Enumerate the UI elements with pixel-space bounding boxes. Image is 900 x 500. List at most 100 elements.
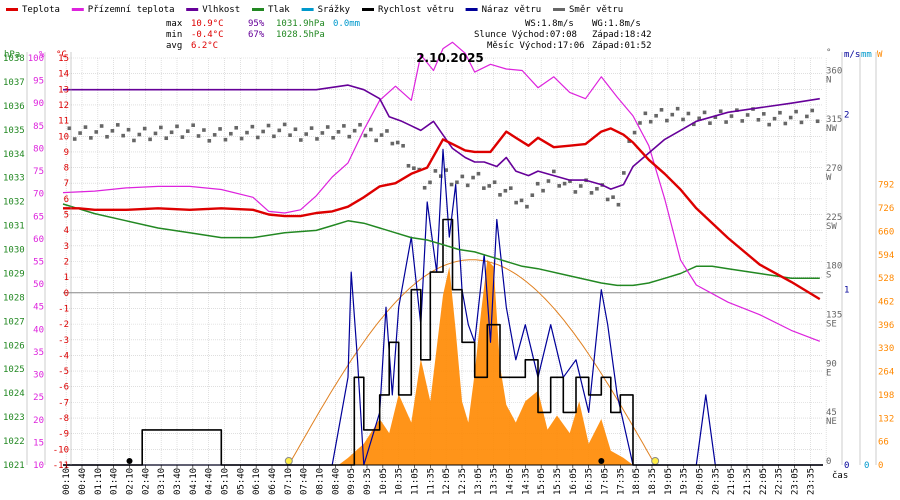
hpa-tick-label: 1022: [3, 437, 25, 447]
wind-direction-series: [67, 106, 820, 209]
temp-tick-label: -6: [58, 383, 69, 393]
x-tick-label: 00:40: [78, 468, 88, 495]
wind-direction-point: [223, 137, 228, 142]
x-tick-label: 12:35: [458, 468, 468, 495]
temp-tick-label: -2: [58, 320, 69, 330]
wind-direction-point: [702, 110, 707, 115]
wind-direction-point: [325, 125, 330, 129]
wind-direction-point: [342, 124, 346, 128]
wind-direction-point: [498, 193, 502, 197]
wind-direction-point: [121, 133, 125, 138]
temp-tick-label: -8: [58, 414, 69, 424]
dir-tick-label: 225: [826, 213, 842, 223]
dir-tick-compass: NE: [826, 417, 837, 427]
temp-tick-label: 11: [58, 117, 69, 127]
x-tick-label: 17:35: [616, 468, 626, 495]
stat-min-temp: -0.4°C: [191, 30, 224, 40]
x-tick-label: 20:05: [696, 468, 706, 495]
x-tick-label: 04:10: [189, 468, 199, 495]
axis-pct-label: %: [39, 50, 45, 60]
wind-direction-point: [605, 197, 610, 202]
temp-tick-label: 5: [64, 211, 69, 221]
legend-swatch: [186, 8, 199, 11]
stat-max-hum: 95%: [248, 19, 265, 29]
chart-title: 2.10.2025: [416, 51, 484, 65]
wind-direction-point: [148, 137, 152, 142]
wind-direction-point: [422, 185, 427, 190]
wind-direction-point: [627, 139, 631, 143]
wind-tick-label: 0: [844, 461, 849, 471]
sunset-marker: [651, 457, 660, 465]
wind-direction-point: [595, 186, 599, 191]
legend-swatch: [553, 8, 565, 11]
wind-direction-point: [67, 126, 72, 131]
wind-direction-point: [708, 121, 712, 125]
wind-direction-point: [336, 130, 341, 134]
hpa-tick-label: 1035: [3, 126, 25, 136]
wind-direction-point: [299, 138, 303, 142]
dir-tick-compass: SW: [826, 222, 837, 232]
wind-direction-point: [196, 134, 201, 138]
wind-direction-point: [89, 136, 93, 140]
wind-direction-point: [99, 124, 104, 128]
data-series: [62, 41, 823, 466]
legend-swatch: [465, 8, 478, 11]
pct-tick-label: 15: [33, 438, 44, 448]
wind-direction-point: [358, 122, 362, 127]
legend-item: Tlak: [268, 5, 290, 15]
temp-tick-label: 6: [64, 195, 69, 205]
wind-direction-point: [788, 115, 793, 120]
wind-direction-point: [562, 181, 567, 186]
rain-tick-label: 0: [864, 461, 869, 471]
solar-tick-label: 66: [878, 438, 889, 448]
temp-tick-label: 13: [58, 85, 69, 95]
x-tick-label: 23:35: [806, 468, 816, 495]
pct-tick-label: 10: [33, 461, 44, 471]
legend-swatch: [71, 8, 84, 11]
sunrise-marker: [284, 457, 293, 465]
x-tick-label: 02:10: [126, 468, 136, 495]
wind-direction-point: [261, 129, 265, 134]
x-tick-label: 18:35: [648, 468, 658, 495]
x-tick-label: 16:05: [569, 468, 579, 495]
pct-tick-label: 85: [33, 122, 44, 132]
x-tick-label: 22:05: [759, 468, 769, 495]
dir-tick-label: 90: [826, 359, 837, 369]
pct-tick-label: 100: [28, 54, 44, 64]
hpa-tick-label: 1031: [3, 222, 25, 232]
legend-item: Rychlost větru: [378, 5, 454, 15]
x-tick-label: 04:40: [205, 468, 215, 495]
x-tick-label: 02:40: [141, 468, 151, 495]
series-vlhkost: [63, 84, 820, 190]
info-wg: WG:1.8m/s: [592, 19, 641, 29]
x-tick-label: 11:35: [426, 468, 436, 495]
wind-direction-point: [713, 115, 718, 120]
wind-direction-point: [282, 122, 287, 127]
wind-direction-point: [460, 174, 465, 179]
x-tick-label: 07:40: [300, 468, 310, 495]
dir-tick-compass: W: [826, 173, 832, 183]
legend-item: Směr větru: [569, 5, 623, 15]
x-tick-label: 03:40: [173, 468, 183, 495]
wind-direction-point: [525, 204, 529, 209]
wind-direction-point: [245, 130, 249, 135]
wind-direction-point: [519, 198, 524, 203]
dir-tick-label: 315: [826, 115, 842, 125]
wind-direction-point: [767, 122, 771, 127]
temp-tick-label: -5: [58, 367, 69, 377]
wind-direction-point: [471, 175, 475, 180]
wind-direction-point: [142, 126, 147, 131]
stat-min-press: 1028.5hPa: [276, 30, 325, 40]
solar-tick-label: 462: [878, 297, 894, 307]
wind-direction-point: [309, 126, 314, 130]
wind-direction-point: [718, 109, 723, 114]
wind-direction-point: [455, 180, 459, 185]
wind-direction-point: [277, 128, 282, 133]
wind-direction-point: [783, 121, 788, 126]
hpa-tick-label: 1027: [3, 317, 25, 327]
hpa-tick-label: 1033: [3, 174, 25, 184]
hpa-tick-label: 1028: [3, 293, 25, 303]
wind-direction-point: [153, 131, 158, 136]
solar-tick-label: 0: [878, 461, 883, 471]
